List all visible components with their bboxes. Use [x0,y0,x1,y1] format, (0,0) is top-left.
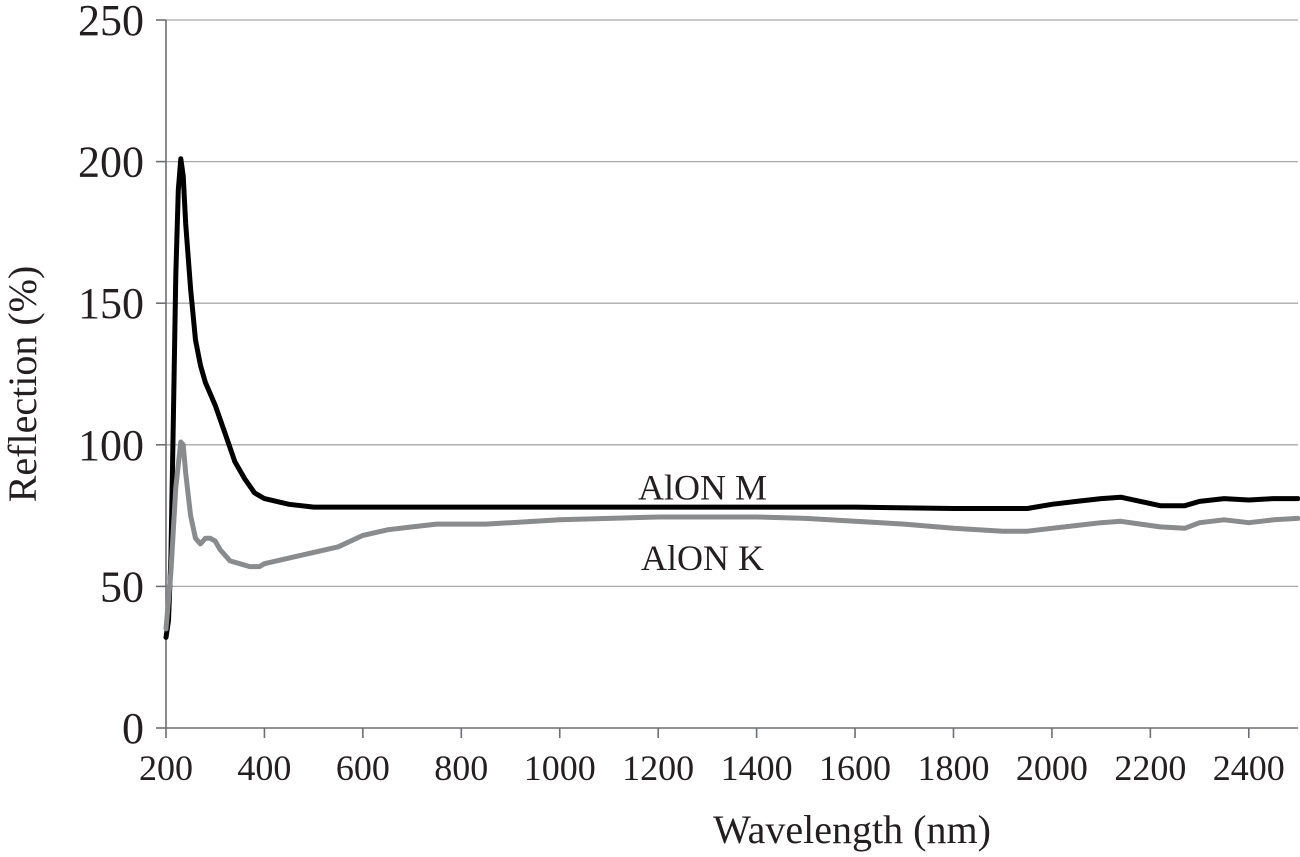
x-tick-label: 1600 [819,748,891,788]
x-tick-label: 200 [139,748,193,788]
axes [156,19,1298,738]
x-tick-label: 2000 [1016,748,1088,788]
y-tick-label: 50 [100,562,144,611]
y-axis-label: Reflection (%) [0,266,45,503]
y-tick-label: 0 [122,704,144,753]
x-tick-label: 2400 [1213,748,1285,788]
y-tick-labels: 0 50 100 150 200 250 [78,0,144,753]
series-annotation-alon-k: AlON K [641,538,764,578]
x-tick-label: 800 [434,748,488,788]
y-tick-label: 100 [78,421,144,470]
series-annotations: AlON M AlON K [638,467,767,578]
x-tick-label: 1800 [917,748,989,788]
x-tick-label: 2200 [1114,748,1186,788]
series-line-alon-m [163,156,1300,640]
x-tick-label: 1200 [622,748,694,788]
gridlines [166,19,1298,588]
x-tick-label: 400 [237,748,291,788]
series-annotation-alon-m: AlON M [638,467,767,507]
x-tick-label: 1000 [524,748,596,788]
x-tick-label: 600 [336,748,390,788]
y-tick-label: 150 [78,279,144,328]
x-tick-labels: 200 400 600 800 1000 1200 1400 1600 1800 2000 2200… [139,748,1285,788]
x-axis-label: Wavelength (nm) [713,807,991,852]
y-tick-label: 200 [78,138,144,187]
series-line-alon-k [163,439,1300,632]
x-tick-label: 1400 [721,748,793,788]
series-lines [163,156,1300,640]
y-tick-label: 250 [78,0,144,45]
